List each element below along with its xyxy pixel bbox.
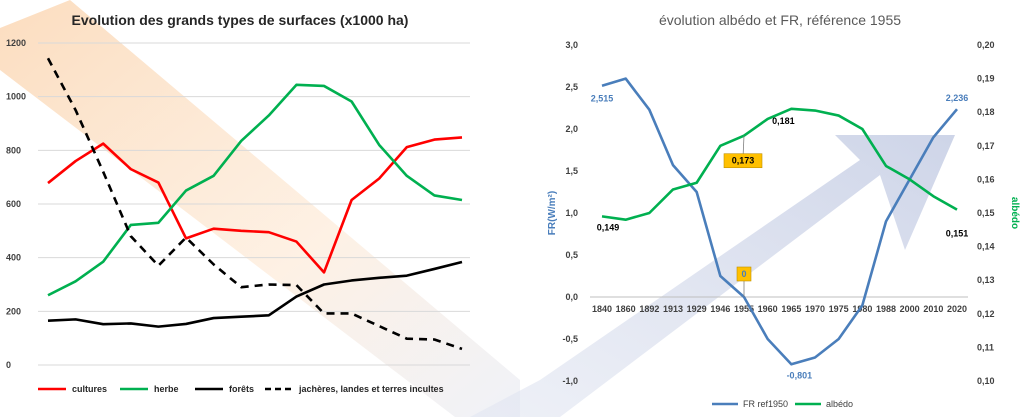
chart2-x-tick-label: 2000 xyxy=(900,304,920,314)
chart2-x-tick-label: 2020 xyxy=(947,304,967,314)
chart2-data-label: 0,151 xyxy=(946,229,969,239)
chart2-data-label: -0,801 xyxy=(787,370,813,380)
chart2-y-left-tick-label: 2,5 xyxy=(565,82,578,92)
chart2-y-left-tick-label: 1,5 xyxy=(565,166,578,176)
surfaces-chart: Evolution des grands types de surfaces (… xyxy=(6,12,470,394)
chart1-legend-label: cultures xyxy=(72,384,107,394)
chart2-y-right-tick-label: 0,11 xyxy=(977,342,994,352)
chart2-x-tick-label: 1965 xyxy=(781,304,801,314)
chart2-y-left-tick-label: 0,5 xyxy=(565,250,578,260)
chart1-y-tick-label: 600 xyxy=(6,199,21,209)
chart2-y-left-tick-label: 2,0 xyxy=(565,124,578,134)
chart2-x-tick-label: 1955 xyxy=(734,304,754,314)
background-arrow-blue xyxy=(470,135,955,417)
chart2-series-0-line xyxy=(601,77,958,366)
chart1-y-tick-label: 400 xyxy=(6,253,21,263)
chart1-series-1-line xyxy=(47,83,463,297)
chart2-y-right-tick-label: 0,17 xyxy=(977,141,995,151)
chart2-y-right-tick-label: 0,16 xyxy=(977,174,995,184)
chart1-y-tick-label: 800 xyxy=(6,145,21,155)
chart1-y-tick-label: 0 xyxy=(6,360,11,370)
chart2-x-tick-label: 1860 xyxy=(616,304,636,314)
chart2-data-label: 0 xyxy=(741,269,746,279)
chart1-legend-label: forêts xyxy=(229,384,254,394)
chart2-x-tick-label: 1913 xyxy=(663,304,683,314)
chart2-data-label: 2,236 xyxy=(946,93,969,103)
chart1-y-tick-label: 1200 xyxy=(6,38,26,48)
chart2-y-left-tick-label: 1,0 xyxy=(565,208,578,218)
chart2-y-left-tick-label: -1,0 xyxy=(562,376,578,386)
chart2-y-left-tick-label: 3,0 xyxy=(565,40,578,50)
chart2-x-tick-label: 1970 xyxy=(805,304,825,314)
chart1-series-0-line xyxy=(47,136,463,274)
chart2-x-tick-label: 1988 xyxy=(876,304,896,314)
chart2-data-label-badge xyxy=(723,153,763,169)
chart2-y-right-tick-label: 0,19 xyxy=(977,74,995,84)
chart2-y-left-tick-label: 0,0 xyxy=(565,292,578,302)
chart2-series-1-line xyxy=(601,107,958,222)
chart2-y-right-tick-label: 0,14 xyxy=(977,242,995,252)
chart2-y-right-tick-label: 0,20 xyxy=(977,40,995,50)
chart1-y-tick-label: 1000 xyxy=(6,92,26,102)
chart1-series-3-line xyxy=(46,57,463,351)
chart2-x-tick-label: 1980 xyxy=(852,304,872,314)
background-arrow-orange xyxy=(0,0,520,417)
chart2-y-left-tick-label: -0,5 xyxy=(562,334,578,344)
chart2-x-tick-label: 1946 xyxy=(710,304,730,314)
chart2-x-tick-label: 1975 xyxy=(829,304,849,314)
chart2-x-tick-label: 1960 xyxy=(758,304,778,314)
chart2-y-right-tick-label: 0,15 xyxy=(977,208,995,218)
chart2-data-label: 0,149 xyxy=(597,222,620,232)
chart2-y-right-tick-label: 0,12 xyxy=(977,309,995,319)
chart2-y-right-tick-label: 0,10 xyxy=(977,376,995,386)
chart2-y-right-label: albédo xyxy=(1009,197,1020,229)
chart2-data-label-badge xyxy=(736,266,752,282)
chart1-title: Evolution des grands types de surfaces (… xyxy=(72,12,409,28)
chart2-legend-label: albédo xyxy=(826,399,853,409)
chart1-y-tick-label: 200 xyxy=(6,306,21,316)
chart2-data-label: 0,181 xyxy=(772,116,795,126)
chart2-y-left-label: FR(W/m²) xyxy=(547,191,558,235)
chart1-legend-label: jachères, landes et terres incultes xyxy=(298,384,444,394)
chart2-y-right-tick-label: 0,18 xyxy=(977,107,995,117)
chart2-data-label: 2,515 xyxy=(591,94,614,104)
chart2-x-tick-label: 1892 xyxy=(639,304,659,314)
chart1-series-2-line xyxy=(47,260,463,328)
chart2-x-tick-label: 2010 xyxy=(923,304,943,314)
albedo-fr-chart: évolution albédo et FR, référence 1955 3,… xyxy=(547,12,1020,409)
chart2-x-tick-label: 1840 xyxy=(592,304,612,314)
chart2-y-right-tick-label: 0,13 xyxy=(977,275,995,285)
chart2-title: évolution albédo et FR, référence 1955 xyxy=(659,12,901,28)
chart2-data-label: 0,173 xyxy=(732,156,755,166)
chart2-legend-label: FR ref1950 xyxy=(743,399,788,409)
chart2-x-tick-label: 1929 xyxy=(687,304,707,314)
chart1-legend-label: herbe xyxy=(154,384,179,394)
